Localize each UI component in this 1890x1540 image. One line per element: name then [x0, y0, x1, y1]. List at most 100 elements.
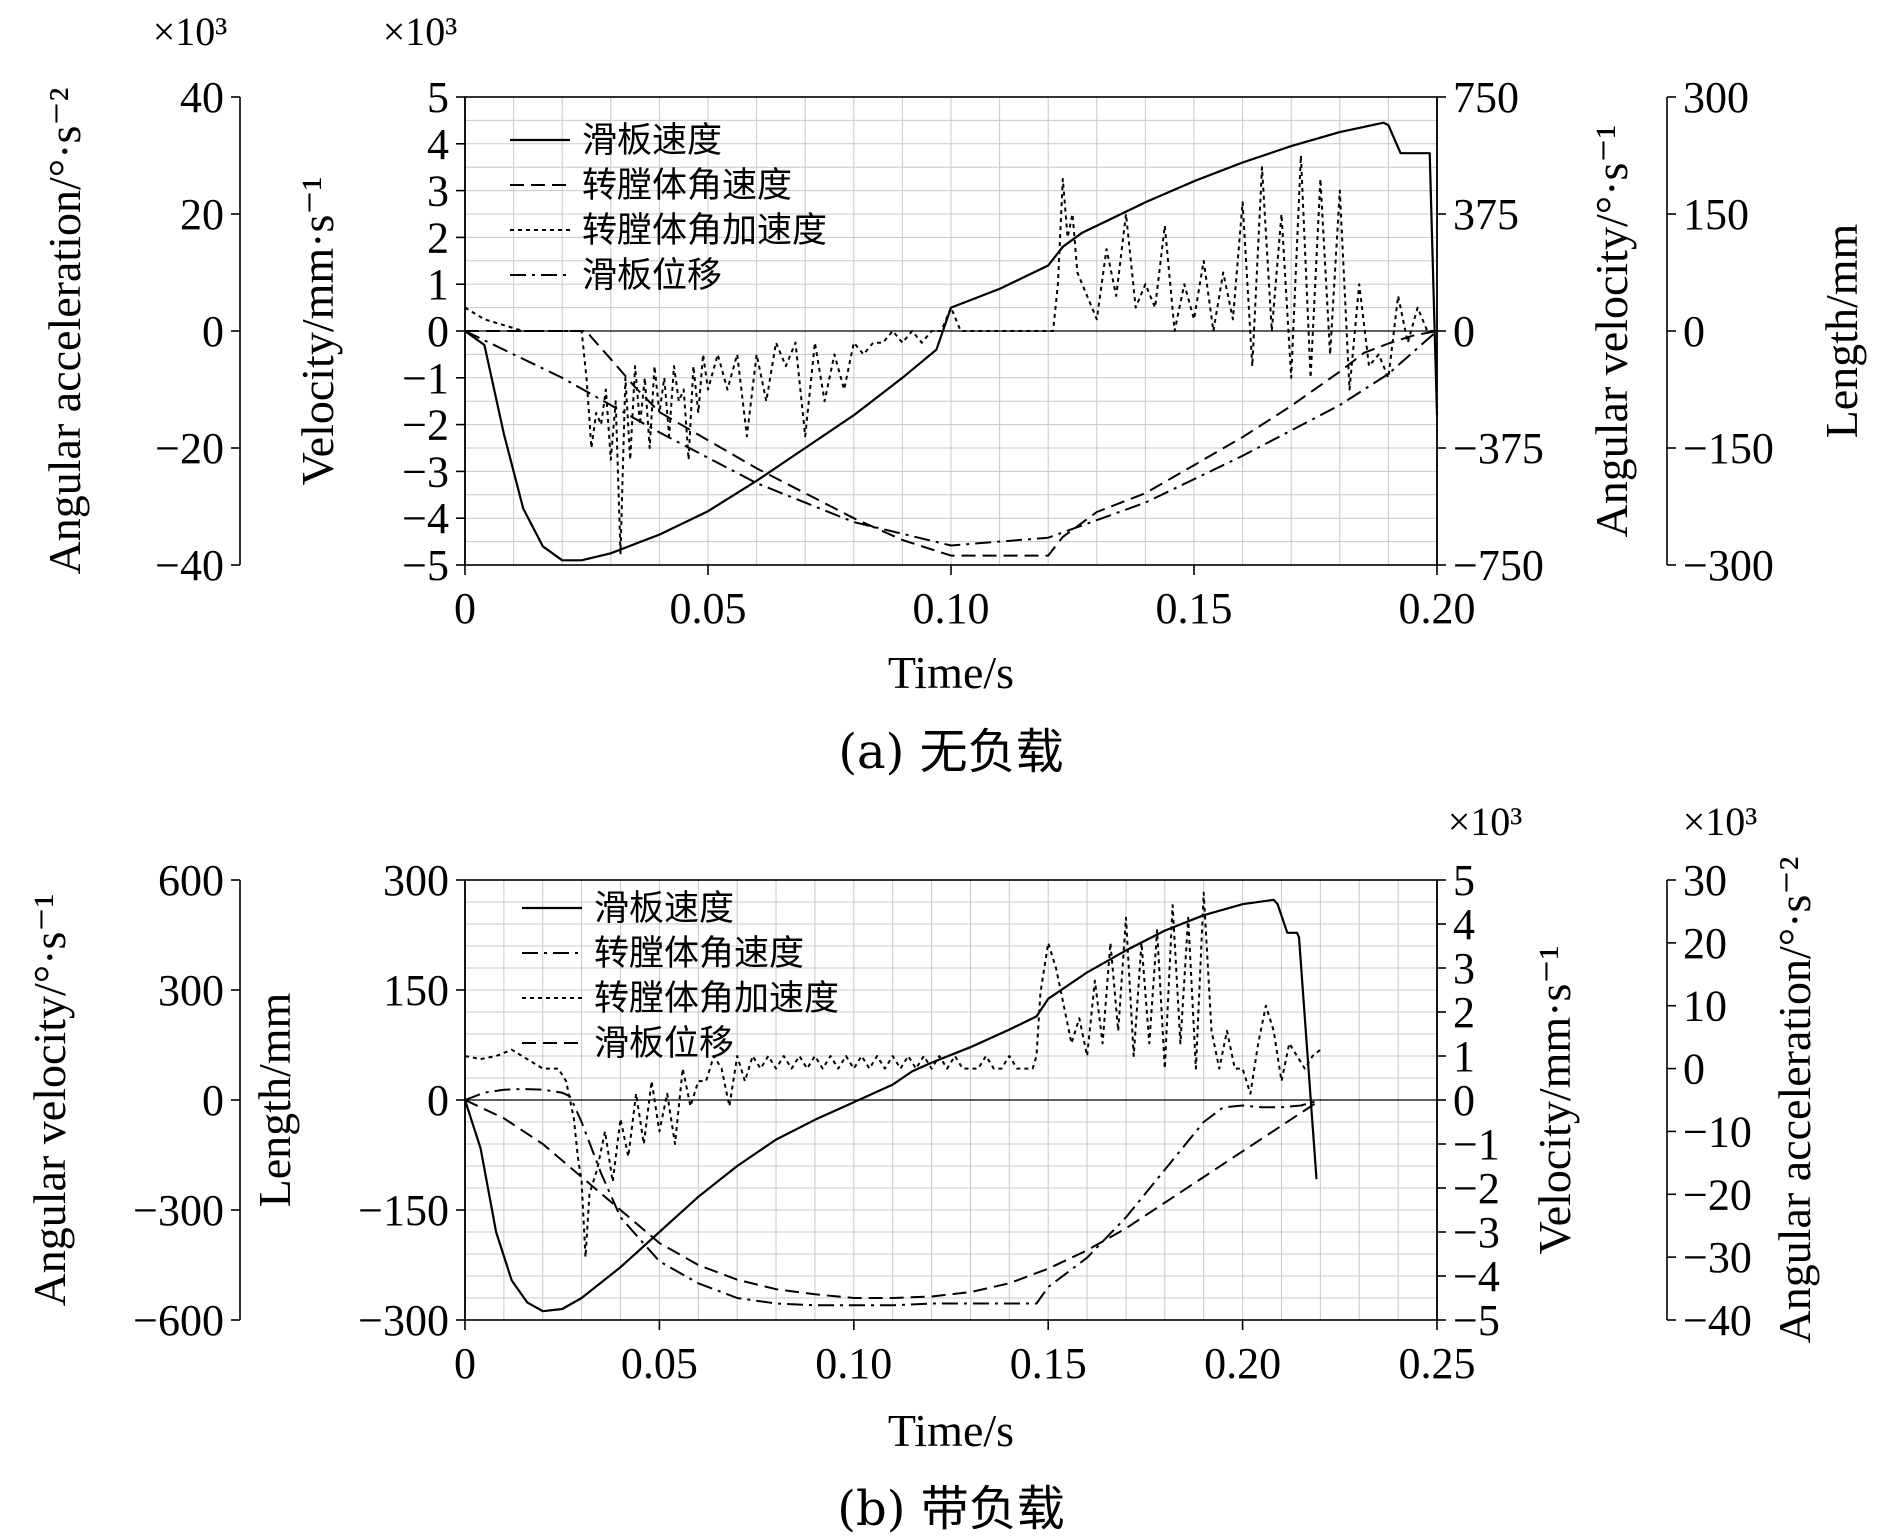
velocity-tick-label: −3	[1453, 1208, 1500, 1257]
angular_acceleration-tick-label: 10	[1683, 982, 1727, 1031]
x-axis-label: Time/s	[888, 1405, 1014, 1456]
length-tick-label: 0	[1683, 307, 1705, 356]
x-tick-label: 0.15	[1010, 1339, 1087, 1388]
angular_acceleration-tick-label: −40	[1683, 1296, 1752, 1345]
legend-label-4: 滑板位移	[594, 1024, 734, 1064]
velocity-tick-label: −2	[1453, 1164, 1500, 1213]
angular_acceleration-tick-label: 0	[202, 307, 224, 356]
velocity-tick-label: 4	[427, 120, 449, 169]
angular_velocity-tick-label: −750	[1453, 541, 1544, 590]
angular_acceleration-tick-label: 20	[1683, 919, 1727, 968]
velocity-axis-label: Velocity/mm·s⁻¹	[292, 177, 343, 486]
x-tick-label: 0.25	[1399, 1339, 1476, 1388]
velocity-tick-label: 3	[1453, 944, 1475, 993]
velocity-tick-label: −3	[402, 447, 449, 496]
angular_acceleration-tick-label: 30	[1683, 856, 1727, 905]
series-line-1	[464, 121, 1439, 562]
angular_acceleration-axis-label: Angular acceleration/°·s⁻²	[1769, 857, 1820, 1344]
length-tick-label: 0	[427, 1076, 449, 1125]
angular_acceleration-multiplier: ×10³	[1683, 799, 1758, 844]
angular_velocity-tick-label: 300	[158, 966, 224, 1015]
legend-label-3: 转膛体角加速度	[594, 979, 839, 1019]
angular_acceleration-tick-label: −10	[1683, 1107, 1752, 1156]
length-tick-label: 300	[1683, 73, 1749, 122]
series-line-1	[463, 898, 1318, 1313]
velocity-tick-label: −5	[1453, 1296, 1500, 1345]
x-tick-label: 0.20	[1399, 584, 1476, 633]
angular_acceleration-tick-label: 0	[1683, 1045, 1705, 1094]
series-line-2	[464, 1088, 1321, 1307]
x-tick-label: 0	[454, 1339, 476, 1388]
x-axis-label: Time/s	[888, 647, 1014, 698]
x-tick-label: 0.15	[1156, 584, 1233, 633]
series-line-4	[464, 330, 1438, 547]
angular_acceleration-axis-label: Angular acceleration/°·s⁻²	[39, 88, 90, 575]
length-tick-label: 150	[383, 966, 449, 1015]
x-tick-label: 0	[454, 584, 476, 633]
angular_velocity-tick-label: 0	[1453, 307, 1475, 356]
velocity-tick-label: −4	[1453, 1252, 1500, 1301]
velocity-tick-label: 2	[427, 213, 449, 262]
velocity-multiplier: ×10³	[1448, 799, 1523, 844]
angular_velocity-tick-label: 0	[202, 1076, 224, 1125]
angular_velocity-tick-label: −300	[133, 1186, 224, 1235]
series-line-3	[464, 891, 1322, 1259]
x-tick-label: 0.10	[913, 584, 990, 633]
angular_velocity-tick-label: −375	[1453, 424, 1544, 473]
velocity-tick-label: 1	[1453, 1032, 1475, 1081]
length-tick-label: −300	[358, 1296, 449, 1345]
length-axis-label: Length/mm	[249, 992, 300, 1207]
angular_velocity-axis-label: Angular velocity/°·s⁻¹	[24, 894, 75, 1307]
x-tick-label: 0.20	[1204, 1339, 1281, 1388]
velocity-tick-label: 0	[1453, 1076, 1475, 1125]
chart-caption: (b) 带负载	[837, 1481, 1064, 1537]
velocity-tick-label: −1	[1453, 1120, 1500, 1169]
angular_velocity-tick-label: 375	[1453, 190, 1519, 239]
angular_acceleration-tick-label: −20	[1683, 1170, 1752, 1219]
angular_acceleration-multiplier: ×10³	[153, 9, 228, 54]
velocity-tick-label: 5	[1453, 856, 1475, 905]
angular_velocity-tick-label: 600	[158, 856, 224, 905]
x-tick-label: 0.05	[670, 584, 747, 633]
velocity-tick-label: −1	[402, 354, 449, 403]
chart-caption: (a) 无负载	[838, 724, 1063, 780]
legend-label-2: 转膛体角速度	[594, 934, 804, 974]
velocity-tick-label: 3	[427, 167, 449, 216]
angular_velocity-tick-label: 750	[1453, 73, 1519, 122]
legend-label-1: 滑板速度	[582, 121, 722, 161]
length-tick-label: 150	[1683, 190, 1749, 239]
x-tick-label: 0.10	[815, 1339, 892, 1388]
velocity-tick-label: −2	[402, 401, 449, 450]
length-tick-label: −300	[1683, 541, 1774, 590]
angular_acceleration-tick-label: −20	[155, 424, 224, 473]
series-line-4	[464, 1099, 1321, 1299]
angular_velocity-tick-label: −600	[133, 1296, 224, 1345]
legend-label-1: 滑板速度	[594, 889, 734, 929]
velocity-tick-label: 1	[427, 260, 449, 309]
angular_acceleration-tick-label: −40	[155, 541, 224, 590]
legend-label-3: 转膛体角加速度	[582, 211, 827, 251]
velocity-tick-label: −4	[402, 494, 449, 543]
length-tick-label: −150	[358, 1186, 449, 1235]
velocity-tick-label: 2	[1453, 988, 1475, 1037]
angular_acceleration-tick-label: −30	[1683, 1233, 1752, 1282]
angular_acceleration-tick-label: 20	[180, 190, 224, 239]
angular_velocity-axis-label: Angular velocity/°·s⁻¹	[1586, 125, 1637, 538]
velocity-tick-label: 0	[427, 307, 449, 356]
legend-label-2: 转膛体角速度	[582, 166, 792, 206]
velocity-tick-label: 5	[427, 73, 449, 122]
velocity-tick-label: −5	[402, 541, 449, 590]
angular_acceleration-tick-label: 40	[180, 73, 224, 122]
series-line-2	[465, 330, 1438, 557]
velocity-tick-label: 4	[1453, 900, 1475, 949]
length-tick-label: 300	[383, 856, 449, 905]
length-tick-label: −150	[1683, 424, 1774, 473]
x-tick-label: 0.05	[621, 1339, 698, 1388]
length-axis-label: Length/mm	[1816, 223, 1867, 438]
legend-label-4: 滑板位移	[582, 256, 722, 296]
velocity-multiplier: ×10³	[383, 9, 458, 54]
chart-panel-b: 0 0.05 0.10 0.15 0.20 0.25 Time/s (b) 带负载 −600 −3…	[24, 799, 1820, 1537]
velocity-axis-label: Velocity/mm·s⁻¹	[1529, 946, 1580, 1255]
